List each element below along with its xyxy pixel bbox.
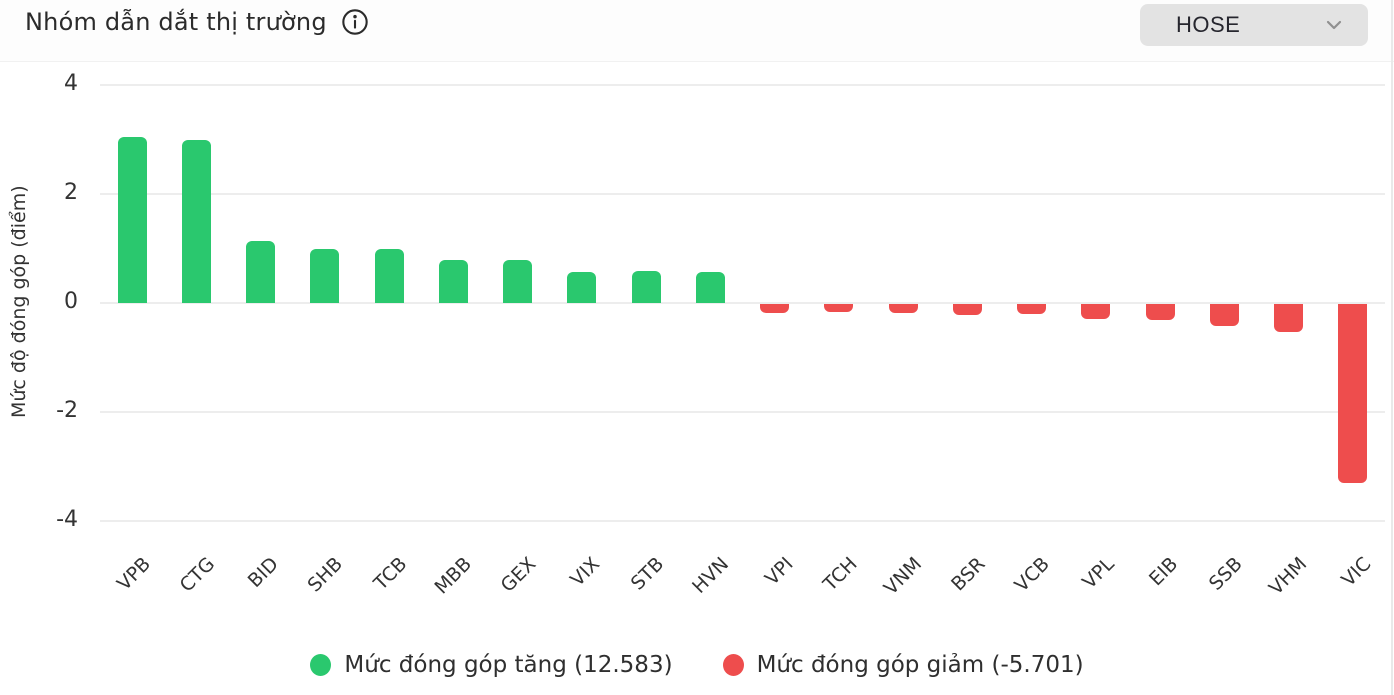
contribution-chart: Mức độ đóng góp (điểm) 4 2 0 -2 -4 VPB CTG BID S… <box>0 62 1394 622</box>
bar-vnm[interactable] <box>888 304 918 314</box>
bar-eib[interactable] <box>1145 304 1175 320</box>
x-tick-label-tcb: TCB <box>370 553 412 595</box>
x-tick-label-shb: SHB <box>304 553 348 597</box>
legend: Mức đóng góp tăng (12.583) Mức đóng góp … <box>0 648 1394 682</box>
x-tick-label-vix: VIX <box>566 553 605 591</box>
grid-line--4 <box>100 520 1385 522</box>
bar-tcb[interactable] <box>374 248 404 303</box>
grid-line-0 <box>100 302 1385 304</box>
legend-item-increase[interactable]: Mức đóng góp tăng (12.583) <box>310 652 673 678</box>
bar-bid[interactable] <box>246 241 276 303</box>
grid-line-4 <box>100 84 1385 86</box>
x-tick-label-vpi: VPI <box>760 553 798 590</box>
x-tick-label-mbb: MBB <box>430 553 476 599</box>
legend-dot-decrease-icon <box>722 654 744 676</box>
info-circle-icon[interactable] <box>341 8 369 36</box>
x-tick-label-vnm: VNM <box>879 553 926 600</box>
x-tick-label-vcb: VCB <box>1010 553 1055 597</box>
bar-vpi[interactable] <box>760 304 790 314</box>
x-tick-label-vpl: VPL <box>1078 553 1119 594</box>
bar-vpb[interactable] <box>117 136 147 303</box>
bar-ssb[interactable] <box>1209 304 1239 326</box>
x-tick-label-vhm: VHM <box>1264 553 1312 600</box>
y-tick-label-0: 0 <box>64 289 78 314</box>
chevron-down-icon <box>1322 13 1346 37</box>
bar-vic[interactable] <box>1338 304 1368 483</box>
bar-gex[interactable] <box>503 259 533 303</box>
legend-label-increase: Mức đóng góp tăng (12.583) <box>344 652 673 678</box>
bar-stb[interactable] <box>631 271 661 303</box>
legend-item-decrease[interactable]: Mức đóng góp giảm (-5.701) <box>722 652 1084 678</box>
x-tick-label-ssb: SSB <box>1205 553 1247 595</box>
x-tick-label-bid: BID <box>244 553 284 593</box>
exchange-select[interactable]: HOSE <box>1140 4 1368 46</box>
bar-vpl[interactable] <box>1081 304 1111 319</box>
grid-line-2 <box>100 193 1385 195</box>
x-tick-label-eib: EIB <box>1145 553 1183 591</box>
bar-bsr[interactable] <box>952 304 982 316</box>
card-title-group: Nhóm dẫn dắt thị trường <box>25 8 369 36</box>
bar-vhm[interactable] <box>1274 304 1304 333</box>
x-tick-label-bsr: BSR <box>947 553 990 596</box>
x-tick-label-vic: VIC <box>1337 553 1376 592</box>
legend-label-decrease: Mức đóng góp giảm (-5.701) <box>756 652 1084 678</box>
grid-line--2 <box>100 411 1385 413</box>
y-tick-label-2: 2 <box>64 180 78 205</box>
x-tick-label-hvn: HVN <box>688 553 733 598</box>
exchange-select-value: HOSE <box>1176 12 1241 37</box>
y-tick-label--2: -2 <box>56 398 78 423</box>
bar-vcb[interactable] <box>1017 304 1047 315</box>
y-tick-label-4: 4 <box>64 71 78 96</box>
legend-dot-increase-icon <box>310 654 332 676</box>
card-title: Nhóm dẫn dắt thị trường <box>25 8 327 36</box>
x-tick-label-tch: TCH <box>818 553 862 596</box>
x-tick-label-vpb: VPB <box>112 553 155 596</box>
bar-tch[interactable] <box>824 304 854 313</box>
x-tick-label-stb: STB <box>627 553 669 595</box>
bar-shb[interactable] <box>310 249 340 303</box>
bar-ctg[interactable] <box>181 139 211 303</box>
bar-mbb[interactable] <box>438 260 468 303</box>
bar-hvn[interactable] <box>695 271 725 303</box>
y-tick-label--4: -4 <box>56 507 78 532</box>
card-right-border <box>1391 0 1393 695</box>
bar-vix[interactable] <box>567 271 597 303</box>
x-tick-label-gex: GEX <box>496 553 541 597</box>
card-header: Nhóm dẫn dắt thị trường HOSE <box>0 0 1394 62</box>
x-tick-label-ctg: CTG <box>175 553 219 597</box>
